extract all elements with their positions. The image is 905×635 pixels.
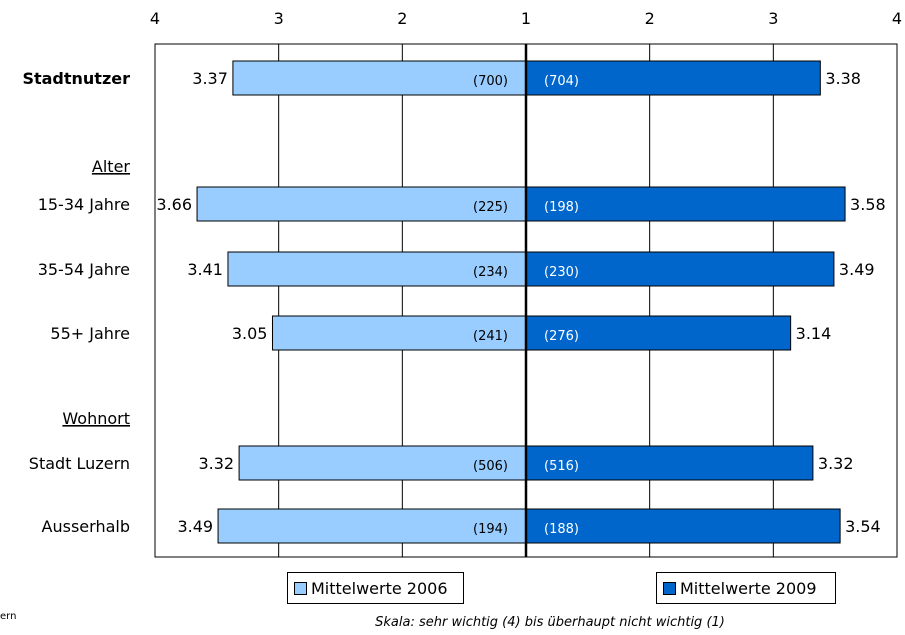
scale-note: Skala: sehr wichtig (4) bis überhaupt ni…: [375, 615, 725, 630]
x-tick-label: 3: [768, 9, 778, 28]
bar-2006: [238, 445, 527, 481]
data-label-2009: 3.58: [850, 195, 886, 214]
bar-2006: [196, 186, 527, 222]
sample-size-2009: (704): [544, 74, 579, 89]
bar-2009: [525, 508, 841, 544]
sample-size-2006: (241): [473, 329, 508, 344]
row-label: Stadt Luzern: [29, 454, 130, 473]
x-tick-label: 4: [892, 9, 902, 28]
row-label: Ausserhalb: [42, 517, 130, 536]
bar-2006: [232, 60, 527, 96]
legend-item-2006: Mittelwerte 2006: [287, 572, 464, 604]
row-label: 35-54 Jahre: [38, 260, 130, 279]
bar-2009: [525, 251, 835, 287]
legend-swatch-2006: [294, 581, 307, 595]
x-tick-label: 2: [645, 9, 655, 28]
bar-2006: [217, 508, 527, 544]
sample-size-2006: (700): [473, 74, 508, 89]
data-label-2009: 3.38: [825, 69, 861, 88]
row-label: 15-34 Jahre: [38, 195, 130, 214]
sample-size-2006: (225): [473, 200, 508, 215]
legend-item-2009: Mittelwerte 2009: [656, 572, 836, 604]
x-tick-label: 2: [397, 9, 407, 28]
data-label-2006: 3.05: [232, 324, 268, 343]
x-tick-label: 3: [274, 9, 284, 28]
data-label-2006: 3.49: [177, 517, 213, 536]
sample-size-2009: (188): [544, 522, 579, 537]
edge-text: ern: [0, 611, 17, 622]
sample-size-2009: (276): [544, 329, 579, 344]
bar-2009: [525, 60, 821, 96]
data-label-2006: 3.37: [192, 69, 228, 88]
row-label: Stadtnutzer: [22, 69, 130, 88]
legend-swatch-2009: [663, 581, 676, 595]
sample-size-2006: (194): [473, 522, 508, 537]
data-label-2009: 3.49: [839, 260, 875, 279]
data-label-2006: 3.32: [198, 454, 234, 473]
data-label-2009: 3.32: [818, 454, 854, 473]
sample-size-2009: (516): [544, 459, 579, 474]
group-header: Alter: [92, 157, 131, 176]
row-label: 55+ Jahre: [50, 324, 130, 343]
sample-size-2009: (230): [544, 265, 579, 280]
data-label-2009: 3.14: [796, 324, 832, 343]
bar-2009: [525, 315, 792, 351]
data-label-2006: 3.41: [187, 260, 223, 279]
sample-size-2006: (234): [473, 265, 508, 280]
bar-2006: [227, 251, 527, 287]
data-label-2006: 3.66: [156, 195, 192, 214]
x-tick-label: 1: [521, 9, 531, 28]
sample-size-2009: (198): [544, 200, 579, 215]
group-header: Wohnort: [62, 409, 130, 428]
sample-size-2006: (506): [473, 459, 508, 474]
legend-label-2006: Mittelwerte 2006: [311, 578, 448, 598]
data-label-2009: 3.54: [845, 517, 881, 536]
x-tick-label: 4: [150, 9, 160, 28]
legend-label-2009: Mittelwerte 2009: [680, 578, 817, 598]
